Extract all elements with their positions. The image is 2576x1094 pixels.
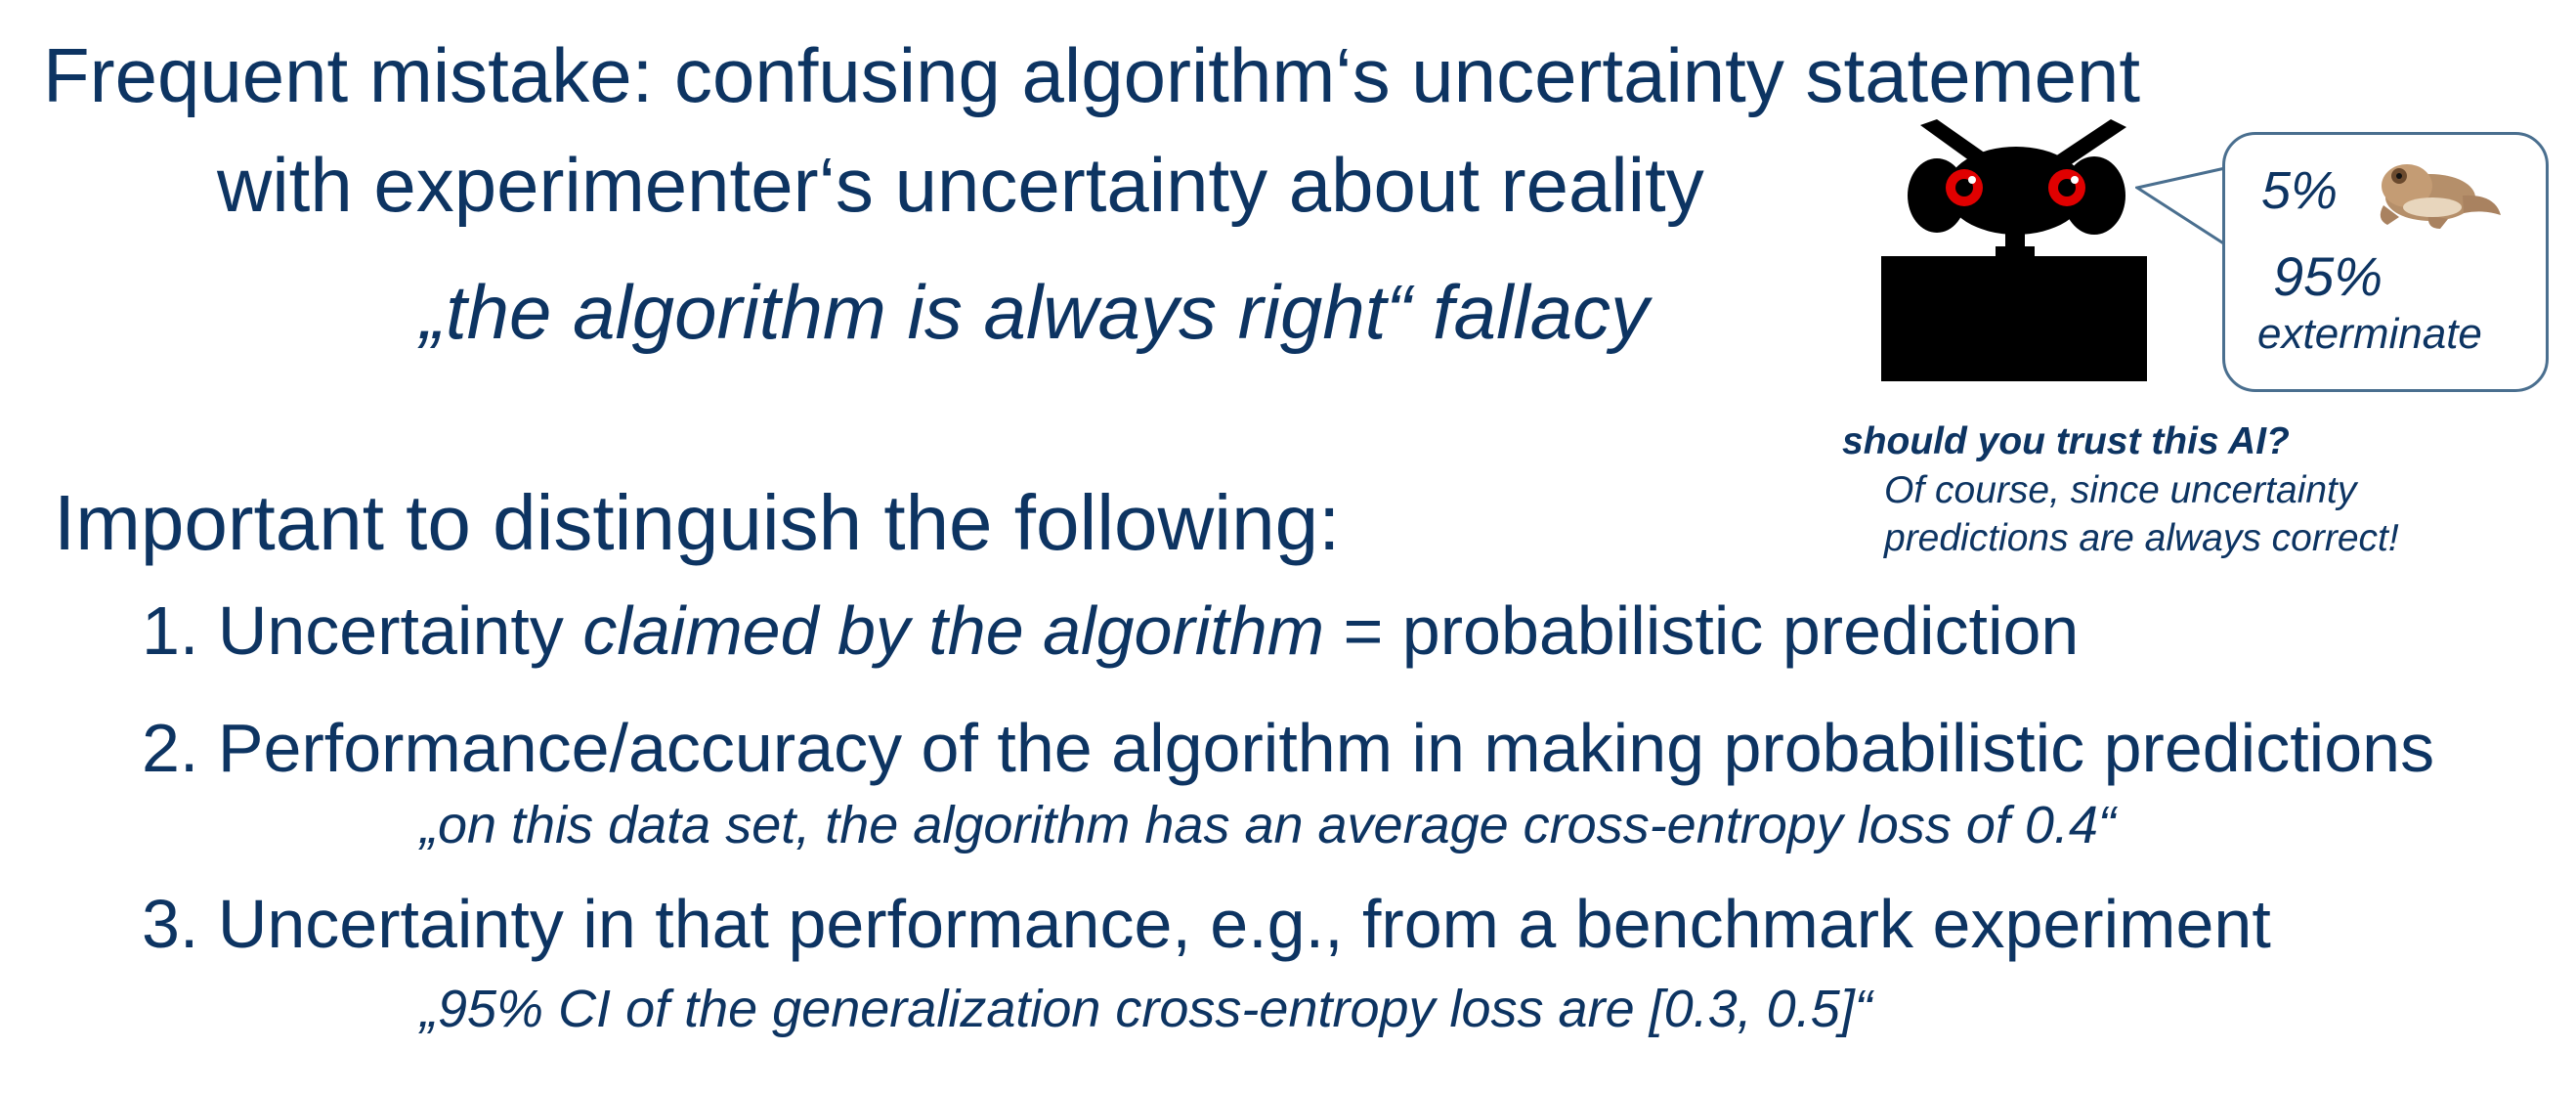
title-line-1: Frequent mistake: confusing algorithm‘s … [43, 32, 2141, 118]
trust-answer-line-2: predictions are always correct! [1884, 516, 2399, 559]
list-item-1-emphasis: claimed by the algorithm [582, 592, 1324, 669]
frog-probability: 5% [2261, 161, 2339, 220]
evil-robot-icon [1881, 119, 2147, 381]
fallacy-subtitle: „the algorithm is always right“ fallacy [420, 269, 1650, 355]
trust-answer: Of course, since uncertainty predictions… [1884, 467, 2510, 563]
trust-question: should you trust this AI? [1842, 420, 2290, 462]
list-item-2-quote: „on this data set, the algorithm has an … [420, 796, 2116, 854]
list-item-1: 1. Uncertainty claimed by the algorithm … [142, 596, 2079, 665]
list-item-3: 3. Uncertainty in that performance, e.g.… [142, 886, 2271, 962]
exterminate-probability: 95% [2273, 245, 2383, 307]
frog-icon [2380, 164, 2501, 229]
list-item-1-suffix: = probabilistic prediction [1324, 592, 2080, 669]
list-item-1-prefix: 1. Uncertainty [142, 592, 583, 669]
exterminate-label: exterminate [2257, 310, 2482, 358]
section-heading: Important to distinguish the following: [54, 479, 1341, 566]
list-item-2: 2. Performance/accuracy of the algorithm… [142, 710, 2435, 786]
trust-answer-line-1: Of course, since uncertainty [1884, 469, 2357, 511]
list-item-3-quote: „95% CI of the generalization cross-entr… [420, 980, 1872, 1038]
speech-bubble-tail [2135, 166, 2227, 247]
title-line-2: with experimenter‘s uncertainty about re… [217, 142, 1704, 228]
